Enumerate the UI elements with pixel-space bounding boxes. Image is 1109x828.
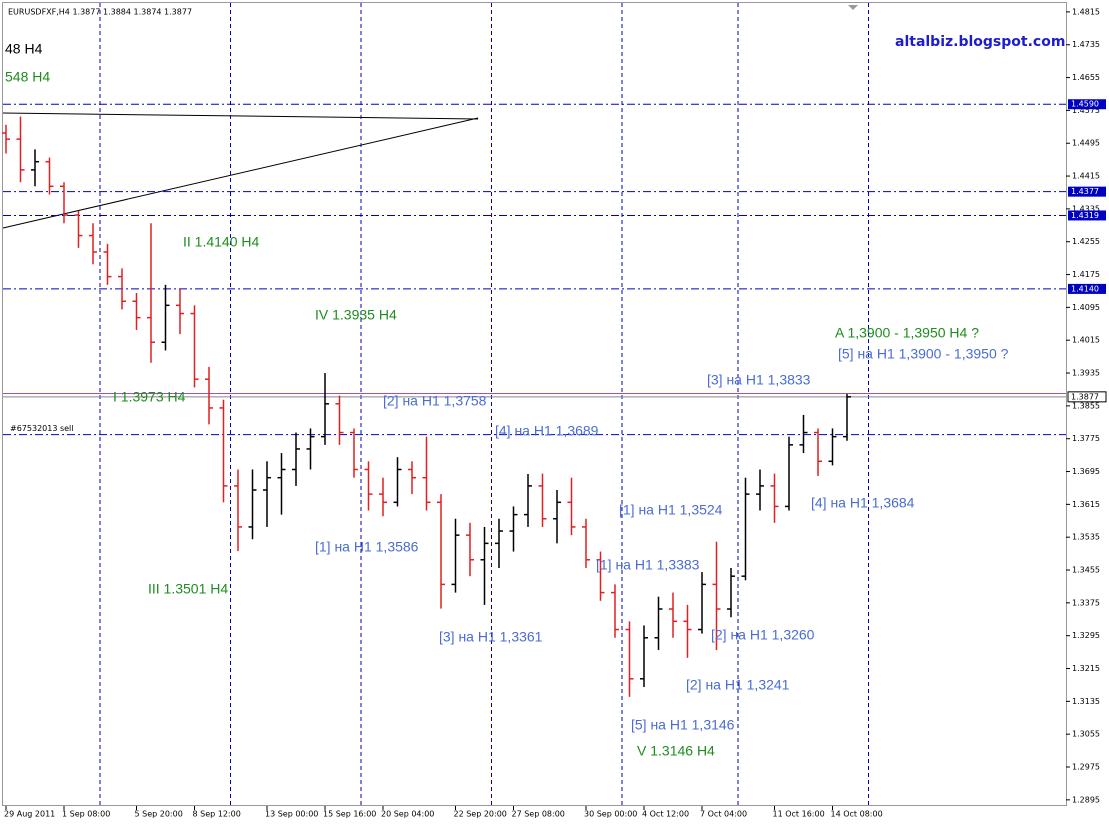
- y-tick-label: 1.2895: [1072, 795, 1100, 804]
- x-tick-label: 15 Sep 16:00: [323, 810, 376, 819]
- y-tick-label: 1.3855: [1072, 401, 1100, 410]
- annotation: I 1.3973 H4: [113, 389, 186, 405]
- trend-line: [2, 117, 479, 229]
- annotation: II 1.4140 H4: [183, 234, 259, 250]
- level-label-bg: [1068, 210, 1106, 221]
- y-tick-label: 1.3455: [1072, 566, 1100, 575]
- y-tick-label: 1.3295: [1072, 631, 1100, 640]
- x-tick-label: 29 Aug 2011: [4, 810, 55, 819]
- x-tick-label: 14 Oct 08:00: [831, 810, 883, 819]
- x-tick-label: 4 Oct 12:00: [642, 810, 689, 819]
- annotation: [1] на H1 1,3383: [596, 557, 700, 573]
- y-tick-label: 1.4735: [1072, 40, 1100, 49]
- annotation: A 1,3900 - 1,3950 H4 ?: [835, 325, 979, 341]
- y-tick-label: 1.3615: [1072, 500, 1100, 509]
- x-tick-label: 22 Sep 20:00: [454, 810, 507, 819]
- y-tick-label: 1.4655: [1072, 73, 1100, 82]
- price-label-bg: [1067, 391, 1107, 403]
- annotation: [5] на H1 1,3146: [631, 717, 735, 733]
- level-label-bg: [1068, 186, 1106, 197]
- level-label: 1.4319: [1071, 211, 1099, 220]
- level-label-bg: [1068, 283, 1106, 294]
- annotation: 548 H4: [5, 69, 50, 85]
- y-tick-label: 1.3535: [1072, 533, 1100, 542]
- annotation: [1] на H1 1,3586: [315, 539, 419, 555]
- y-tick-label: 1.2975: [1072, 763, 1100, 772]
- annotation: [2] на H1 1,3241: [686, 677, 790, 693]
- annotation: III 1.3501 H4: [148, 581, 228, 597]
- annotation: [5] на H1 1,3900 - 1,3950 ?: [838, 346, 1009, 362]
- annotation: [2] на H1 1,3758: [383, 393, 487, 409]
- y-tick-label: 1.3775: [1072, 434, 1100, 443]
- x-tick-label: 20 Sep 04:00: [381, 810, 434, 819]
- y-tick-label: 1.4335: [1072, 204, 1100, 213]
- annotation: [4] на H1 1,3689: [495, 423, 599, 439]
- level-label: 1.4377: [1071, 187, 1099, 196]
- x-tick-label: 11 Oct 16:00: [773, 810, 825, 819]
- y-tick-label: 1.3135: [1072, 697, 1100, 706]
- y-tick-label: 1.4095: [1072, 303, 1100, 312]
- order-label: #67532013 sell: [10, 424, 74, 433]
- x-tick-label: 13 Sep 00:00: [265, 810, 318, 819]
- annotation: 48 H4: [5, 41, 43, 57]
- y-tick-label: 1.3215: [1072, 664, 1100, 673]
- shift-marker: [848, 5, 858, 10]
- x-tick-label: 7 Oct 04:00: [700, 810, 747, 819]
- annotation: [4] на H1 1,3684: [811, 495, 915, 511]
- annotation: [3] на H1 1,3361: [439, 629, 543, 645]
- y-tick-label: 1.3055: [1072, 730, 1100, 739]
- annotation: [3] на H1 1,3833: [707, 372, 811, 388]
- level-label-bg: [1068, 99, 1106, 110]
- y-tick-label: 1.4255: [1072, 237, 1100, 246]
- price-label: 1.3877: [1071, 392, 1099, 401]
- y-tick-label: 1.4575: [1072, 106, 1100, 115]
- x-tick-label: 30 Sep 00:00: [584, 810, 637, 819]
- y-tick-label: 1.4015: [1072, 336, 1100, 345]
- y-tick-label: 1.3375: [1072, 598, 1100, 607]
- trend-line: [2, 112, 479, 120]
- y-tick-label: 1.4815: [1072, 7, 1100, 16]
- level-label: 1.4140: [1071, 284, 1099, 293]
- y-tick-label: 1.4175: [1072, 270, 1100, 279]
- annotation: V 1.3146 H4: [637, 743, 715, 759]
- watermark: altalbiz.blogspot.com: [895, 34, 1065, 50]
- y-tick-label: 1.3935: [1072, 369, 1100, 378]
- x-tick-label: 5 Sep 20:00: [135, 810, 183, 819]
- y-tick-label: 1.3695: [1072, 467, 1100, 476]
- annotation: [1] на H1 1,3524: [619, 502, 723, 518]
- y-tick-label: 1.4415: [1072, 172, 1100, 181]
- plot-frame: [2, 2, 1067, 806]
- level-label: 1.4590: [1071, 100, 1099, 109]
- y-tick-label: 1.4495: [1072, 139, 1100, 148]
- x-tick-label: 8 Sep 12:00: [193, 810, 241, 819]
- annotation: [2] на H1 1,3260: [711, 627, 815, 643]
- annotation: IV 1.3935 H4: [315, 307, 397, 323]
- x-tick-label: 1 Sep 08:00: [62, 810, 110, 819]
- x-tick-label: 27 Sep 08:00: [512, 810, 565, 819]
